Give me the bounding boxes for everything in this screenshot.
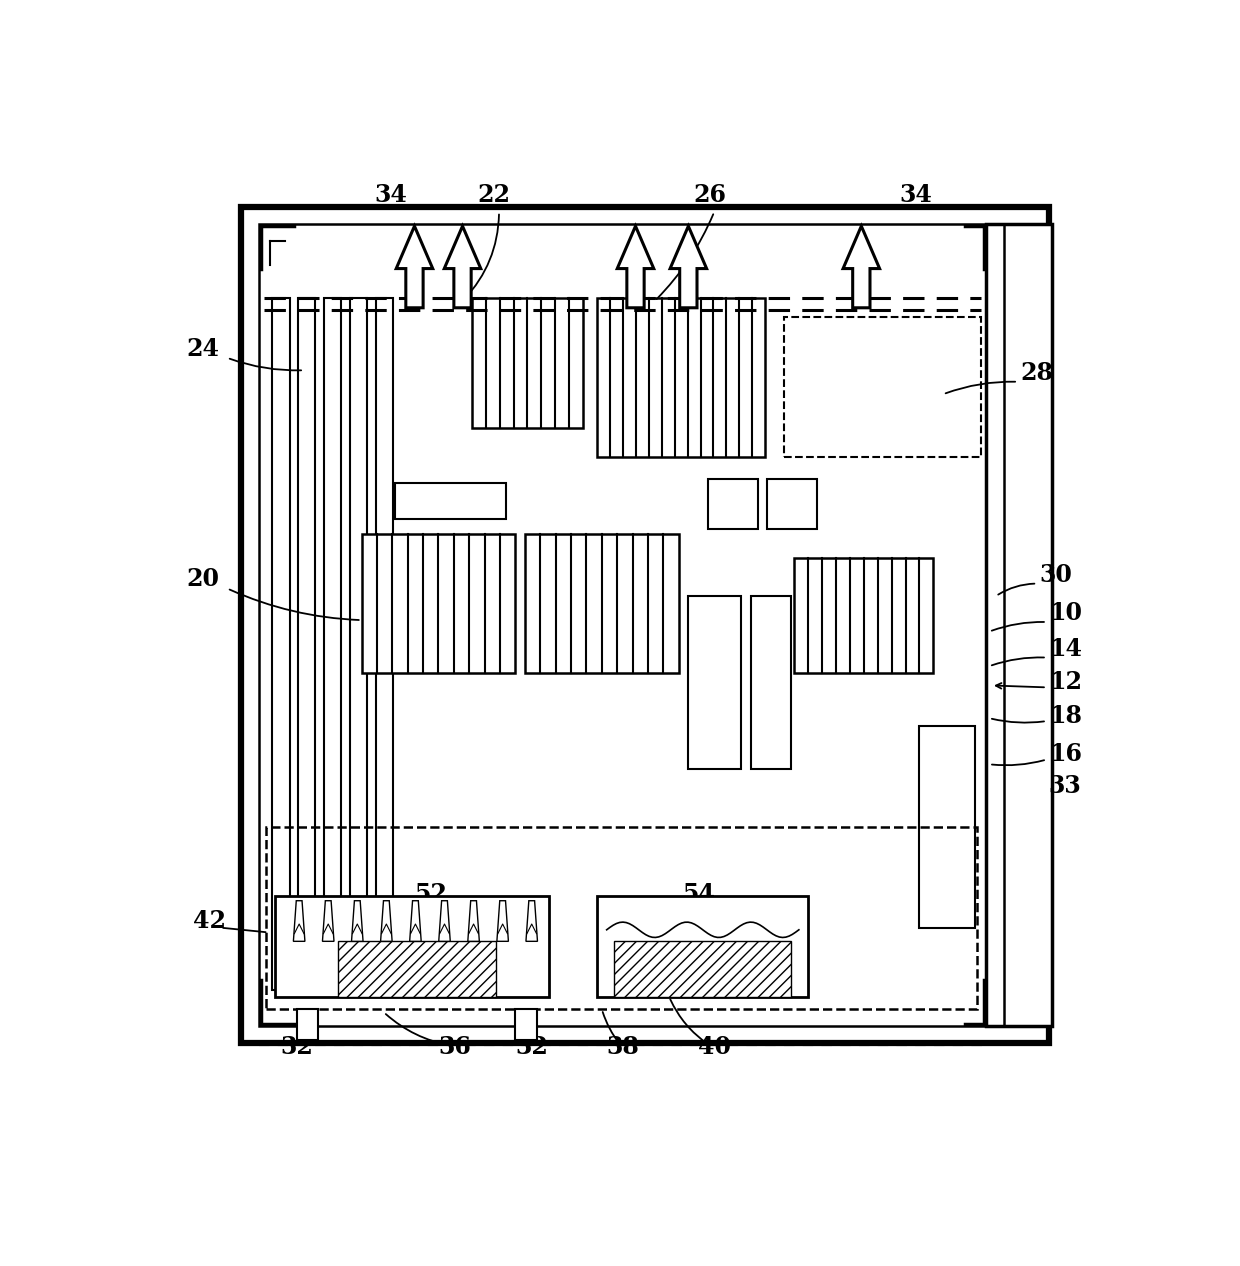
Polygon shape bbox=[497, 900, 508, 942]
Bar bbox=[259, 224, 1032, 1025]
Bar bbox=[751, 596, 791, 768]
Text: 38: 38 bbox=[606, 1036, 640, 1060]
Text: 30: 30 bbox=[1039, 562, 1073, 586]
Text: 32: 32 bbox=[280, 1036, 312, 1060]
Polygon shape bbox=[618, 227, 653, 308]
Bar bbox=[324, 299, 341, 990]
Bar bbox=[273, 299, 290, 990]
Polygon shape bbox=[397, 227, 433, 308]
Bar bbox=[614, 942, 791, 996]
Bar bbox=[337, 942, 496, 996]
Polygon shape bbox=[322, 900, 334, 942]
Bar bbox=[525, 534, 678, 674]
Text: 12: 12 bbox=[1049, 670, 1081, 694]
Text: 34: 34 bbox=[374, 184, 407, 208]
Polygon shape bbox=[843, 227, 879, 308]
Bar bbox=[919, 725, 975, 928]
Bar bbox=[516, 1009, 537, 1041]
Polygon shape bbox=[467, 900, 480, 942]
Bar bbox=[596, 299, 765, 457]
Polygon shape bbox=[409, 900, 422, 942]
Polygon shape bbox=[670, 227, 707, 308]
Bar bbox=[768, 479, 817, 529]
Polygon shape bbox=[444, 227, 481, 308]
Text: 36: 36 bbox=[439, 1036, 471, 1060]
Text: 40: 40 bbox=[698, 1036, 730, 1060]
Polygon shape bbox=[439, 900, 450, 942]
Polygon shape bbox=[526, 900, 537, 942]
Text: 32: 32 bbox=[516, 1036, 548, 1060]
Polygon shape bbox=[381, 900, 392, 942]
Polygon shape bbox=[351, 900, 363, 942]
Text: 20: 20 bbox=[187, 567, 219, 591]
Text: 34: 34 bbox=[900, 184, 932, 208]
Text: 24: 24 bbox=[187, 337, 219, 361]
Text: 26: 26 bbox=[693, 184, 727, 208]
Bar bbox=[708, 479, 758, 529]
Text: 10: 10 bbox=[1049, 601, 1081, 625]
Text: 33: 33 bbox=[1049, 774, 1081, 798]
Text: 42: 42 bbox=[193, 909, 227, 933]
Bar bbox=[396, 482, 506, 519]
Text: 28: 28 bbox=[1019, 361, 1053, 385]
Text: 14: 14 bbox=[1049, 637, 1081, 661]
Bar bbox=[275, 896, 549, 996]
Polygon shape bbox=[294, 900, 305, 942]
Text: 54: 54 bbox=[682, 881, 714, 905]
Bar bbox=[688, 596, 742, 768]
Bar bbox=[376, 299, 393, 990]
Text: 16: 16 bbox=[1049, 742, 1081, 766]
Bar bbox=[298, 299, 315, 990]
Bar bbox=[362, 534, 516, 674]
Bar bbox=[596, 896, 808, 996]
Bar bbox=[265, 827, 977, 1009]
Bar bbox=[472, 299, 583, 428]
Bar bbox=[242, 206, 1049, 1043]
Bar bbox=[986, 224, 1052, 1025]
Text: 22: 22 bbox=[477, 184, 510, 208]
Bar bbox=[298, 1009, 319, 1041]
Bar bbox=[794, 557, 934, 674]
Bar bbox=[785, 318, 982, 457]
Bar bbox=[350, 299, 367, 990]
Text: 18: 18 bbox=[1049, 704, 1081, 728]
Text: 52: 52 bbox=[414, 881, 448, 905]
